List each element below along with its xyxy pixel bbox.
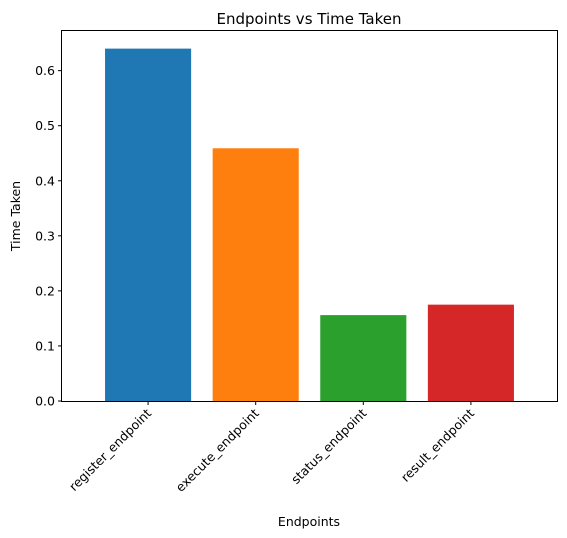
x-axis-label: Endpoints <box>278 514 340 529</box>
x-tick-label-register_endpoint: register_endpoint <box>66 405 154 493</box>
y-tick-label: 0.5 <box>35 118 55 133</box>
x-tick-label-result_endpoint: result_endpoint <box>398 405 477 484</box>
chart-title: Endpoints vs Time Taken <box>216 10 401 28</box>
y-axis: 0.0 0.1 0.2 0.3 0.4 0.5 0.6 <box>35 63 62 409</box>
y-tick-label: 0.2 <box>35 283 55 298</box>
bar-execute_endpoint <box>212 148 299 401</box>
bar-register_endpoint <box>105 48 192 401</box>
y-tick-label: 0.1 <box>35 338 55 353</box>
bar-result_endpoint <box>427 304 514 401</box>
plot-area-frame <box>61 30 558 402</box>
y-tick-label: 0.3 <box>35 228 55 243</box>
x-tick-label-execute_endpoint: execute_endpoint <box>173 405 262 494</box>
y-tick-label: 0.4 <box>35 173 55 188</box>
bars <box>105 48 514 401</box>
x-tick-label-status_endpoint: status_endpoint <box>288 405 369 486</box>
y-tick-label: 0.0 <box>35 394 55 409</box>
x-axis: register_endpoint execute_endpoint status_… <box>66 401 477 495</box>
bar-status_endpoint <box>320 315 407 401</box>
y-tick-label: 0.6 <box>35 63 55 78</box>
y-axis-label: Time Taken <box>8 181 23 252</box>
